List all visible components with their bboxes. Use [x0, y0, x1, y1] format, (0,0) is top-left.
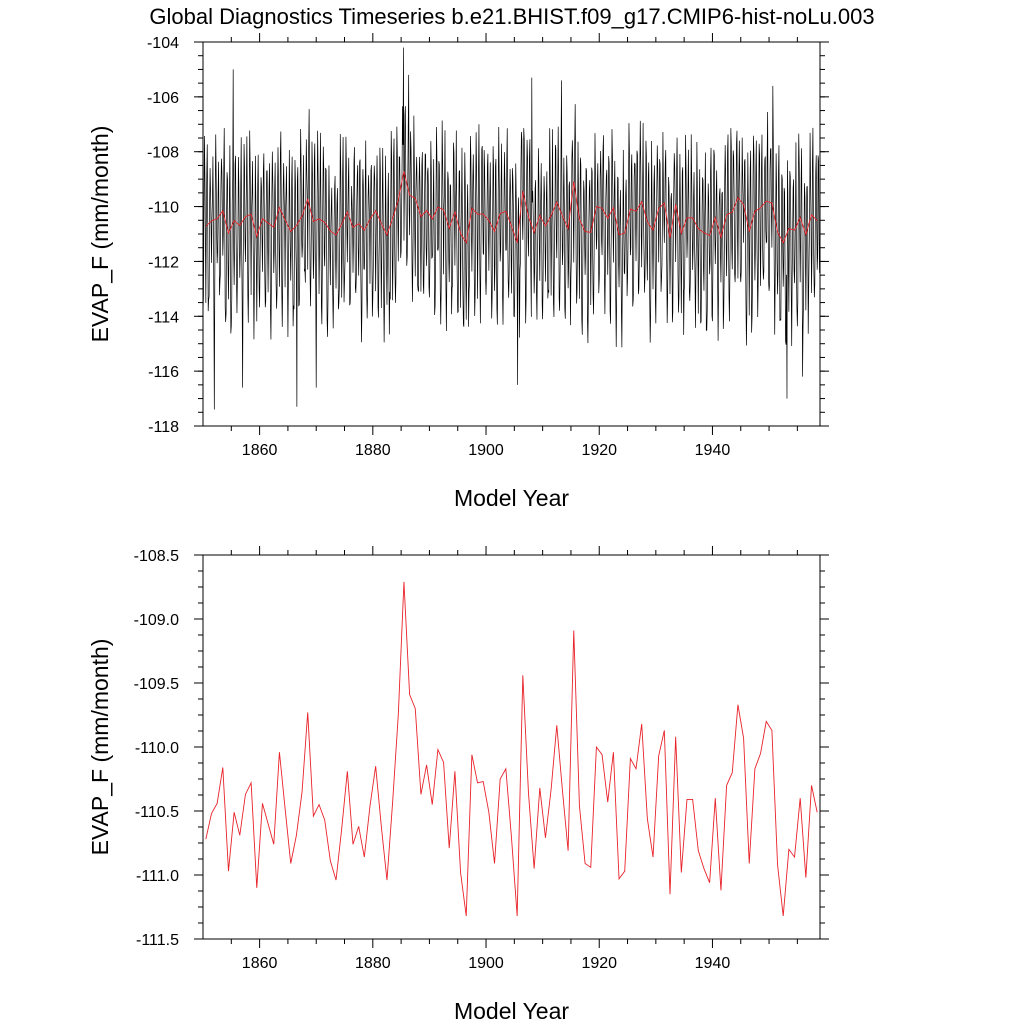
x-tick-label: 1940 — [695, 442, 731, 459]
x-tick-label: 1880 — [355, 442, 391, 459]
y-tick-label: -114 — [148, 309, 179, 326]
p2-plot-frame — [202, 554, 821, 940]
p2-axis-ticks: 1860 1880 1900 1920 1940 -111.5 -111.0 -110.5 -1… — [134, 546, 829, 972]
y-tick-label: -111.0 — [136, 868, 179, 885]
x-tick-label: 1860 — [242, 442, 278, 459]
p1-y-axis-label: EVAP_F (mm/month) — [87, 126, 113, 343]
y-tick-label: -104 — [147, 35, 179, 52]
annual-mean-series-line — [205, 171, 818, 245]
figure-title: Global Diagnostics Timeseries b.e21.BHIS… — [149, 4, 874, 29]
x-tick-label: 1920 — [581, 955, 617, 972]
x-tick-label: 1900 — [468, 955, 504, 972]
p2-x-axis-label: Model Year — [454, 998, 569, 1024]
annual-mean-series-line — [205, 581, 818, 917]
x-tick-label: 1860 — [242, 955, 278, 972]
y-tick-label: -108.5 — [134, 548, 179, 565]
x-tick-label: 1900 — [468, 442, 504, 459]
x-tick-label: 1940 — [695, 955, 731, 972]
monthly-timeseries-panel: 1860 1880 1900 1920 1940 -118 -116 -114 -112 -110… — [87, 33, 829, 511]
y-tick-label: -110 — [148, 200, 179, 217]
y-tick-label: -118 — [148, 419, 179, 436]
y-tick-label: -106 — [147, 90, 179, 107]
y-tick-label: -112 — [148, 254, 179, 271]
y-tick-label: -111.5 — [136, 932, 179, 949]
p2-plot-marks — [205, 581, 818, 917]
x-tick-label: 1880 — [355, 955, 391, 972]
y-tick-label: -109.5 — [134, 676, 179, 693]
y-tick-label: -110.5 — [135, 804, 179, 821]
x-tick-label: 1920 — [581, 442, 617, 459]
y-tick-label: -108 — [147, 145, 179, 162]
y-tick-label: -110.0 — [135, 740, 179, 757]
y-tick-label: -116 — [148, 364, 179, 381]
p1-axis-ticks: 1860 1880 1900 1920 1940 -118 -116 -114 -112 -110… — [147, 33, 829, 459]
monthly-series-line — [203, 47, 820, 410]
p1-x-axis-label: Model Year — [454, 485, 569, 511]
p1-plot-marks — [203, 47, 820, 410]
y-tick-label: -109.0 — [134, 612, 179, 629]
annual-mean-panel: 1860 1880 1900 1920 1940 -111.5 -111.0 -110.5 -1… — [87, 546, 829, 1024]
p2-y-axis-label: EVAP_F (mm/month) — [87, 639, 113, 856]
